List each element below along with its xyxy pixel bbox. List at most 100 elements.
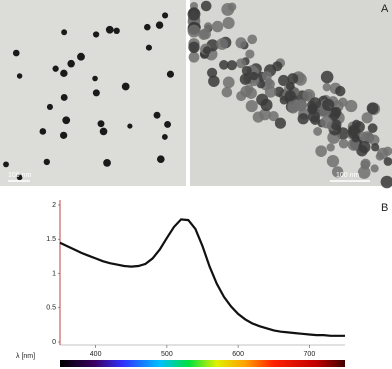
particle bbox=[103, 159, 111, 167]
particle bbox=[219, 60, 229, 70]
particle bbox=[97, 120, 105, 128]
particle bbox=[202, 46, 212, 55]
particle bbox=[187, 7, 201, 21]
particle bbox=[313, 127, 323, 136]
particle bbox=[127, 123, 133, 129]
particle bbox=[166, 70, 174, 78]
particle bbox=[338, 97, 348, 107]
particle bbox=[345, 99, 358, 113]
particle bbox=[155, 21, 164, 29]
particle bbox=[61, 29, 68, 36]
particle bbox=[162, 12, 169, 19]
particle bbox=[322, 82, 331, 92]
particle bbox=[352, 119, 361, 129]
particle bbox=[367, 123, 378, 133]
particle bbox=[206, 67, 218, 78]
particle bbox=[16, 174, 23, 181]
y-tick-label: 0 bbox=[52, 339, 56, 346]
particle bbox=[188, 41, 200, 53]
particle bbox=[211, 20, 224, 33]
particle bbox=[156, 155, 165, 164]
y-tick-label: 2 bbox=[52, 202, 56, 209]
particle bbox=[315, 145, 327, 157]
particle bbox=[39, 128, 47, 135]
particle bbox=[261, 71, 272, 82]
particle bbox=[335, 85, 346, 97]
particle bbox=[235, 37, 247, 49]
particle bbox=[326, 154, 340, 168]
particle bbox=[200, 0, 212, 12]
spectrum-bar bbox=[60, 360, 345, 367]
particle bbox=[296, 100, 307, 111]
x-axis-label: λ [nm] bbox=[16, 353, 35, 360]
particle bbox=[331, 166, 344, 178]
particle bbox=[338, 138, 349, 149]
particle bbox=[46, 103, 53, 110]
particle bbox=[239, 73, 252, 85]
particle bbox=[216, 38, 229, 50]
particle bbox=[222, 16, 235, 30]
particle bbox=[105, 25, 114, 34]
particle bbox=[308, 110, 321, 123]
particle bbox=[16, 73, 23, 79]
particle bbox=[368, 134, 380, 146]
particle bbox=[161, 134, 168, 140]
particle bbox=[12, 49, 20, 57]
particle bbox=[245, 100, 258, 113]
particle bbox=[284, 90, 296, 102]
particle bbox=[164, 120, 172, 128]
particle bbox=[375, 152, 384, 161]
particle bbox=[273, 86, 285, 98]
particle bbox=[60, 69, 68, 78]
particle bbox=[247, 34, 258, 45]
particle bbox=[326, 143, 335, 152]
particle bbox=[297, 113, 309, 125]
particle bbox=[60, 94, 68, 101]
particle bbox=[371, 143, 380, 152]
panel-label: B bbox=[381, 202, 388, 214]
y-tick-label: 1 bbox=[52, 270, 56, 277]
particle bbox=[274, 117, 286, 129]
particle bbox=[358, 131, 368, 141]
particle bbox=[278, 74, 290, 86]
particle bbox=[327, 107, 341, 121]
particle bbox=[322, 98, 335, 111]
particle bbox=[287, 73, 299, 85]
particle bbox=[309, 97, 322, 109]
particle bbox=[208, 75, 220, 87]
particle bbox=[320, 116, 333, 129]
particles-left bbox=[3, 12, 174, 181]
particle bbox=[259, 108, 271, 121]
particle bbox=[361, 112, 373, 124]
particle bbox=[77, 52, 85, 61]
particle bbox=[260, 98, 273, 111]
particle bbox=[43, 158, 51, 166]
scale-bar-label: 100 nm bbox=[336, 172, 360, 179]
particle bbox=[121, 82, 130, 91]
particle bbox=[62, 116, 71, 125]
particle bbox=[198, 29, 209, 40]
particle bbox=[236, 58, 247, 69]
particle bbox=[244, 84, 254, 94]
particle bbox=[272, 61, 283, 72]
particle bbox=[245, 49, 255, 59]
particle bbox=[226, 60, 237, 71]
particle bbox=[188, 51, 200, 63]
particle bbox=[249, 71, 259, 81]
spectrum-line bbox=[59, 218, 345, 337]
particle bbox=[99, 127, 108, 136]
particle bbox=[222, 76, 235, 89]
particle bbox=[241, 65, 252, 76]
particle bbox=[370, 164, 379, 173]
particle bbox=[59, 131, 68, 139]
particle bbox=[320, 70, 334, 84]
particle bbox=[330, 119, 342, 131]
x-tick-label: 500 bbox=[161, 351, 173, 358]
particle bbox=[92, 31, 100, 38]
particle bbox=[264, 86, 277, 98]
particle bbox=[52, 65, 59, 72]
particle bbox=[351, 134, 360, 143]
particle bbox=[3, 161, 9, 168]
particle bbox=[67, 59, 75, 68]
